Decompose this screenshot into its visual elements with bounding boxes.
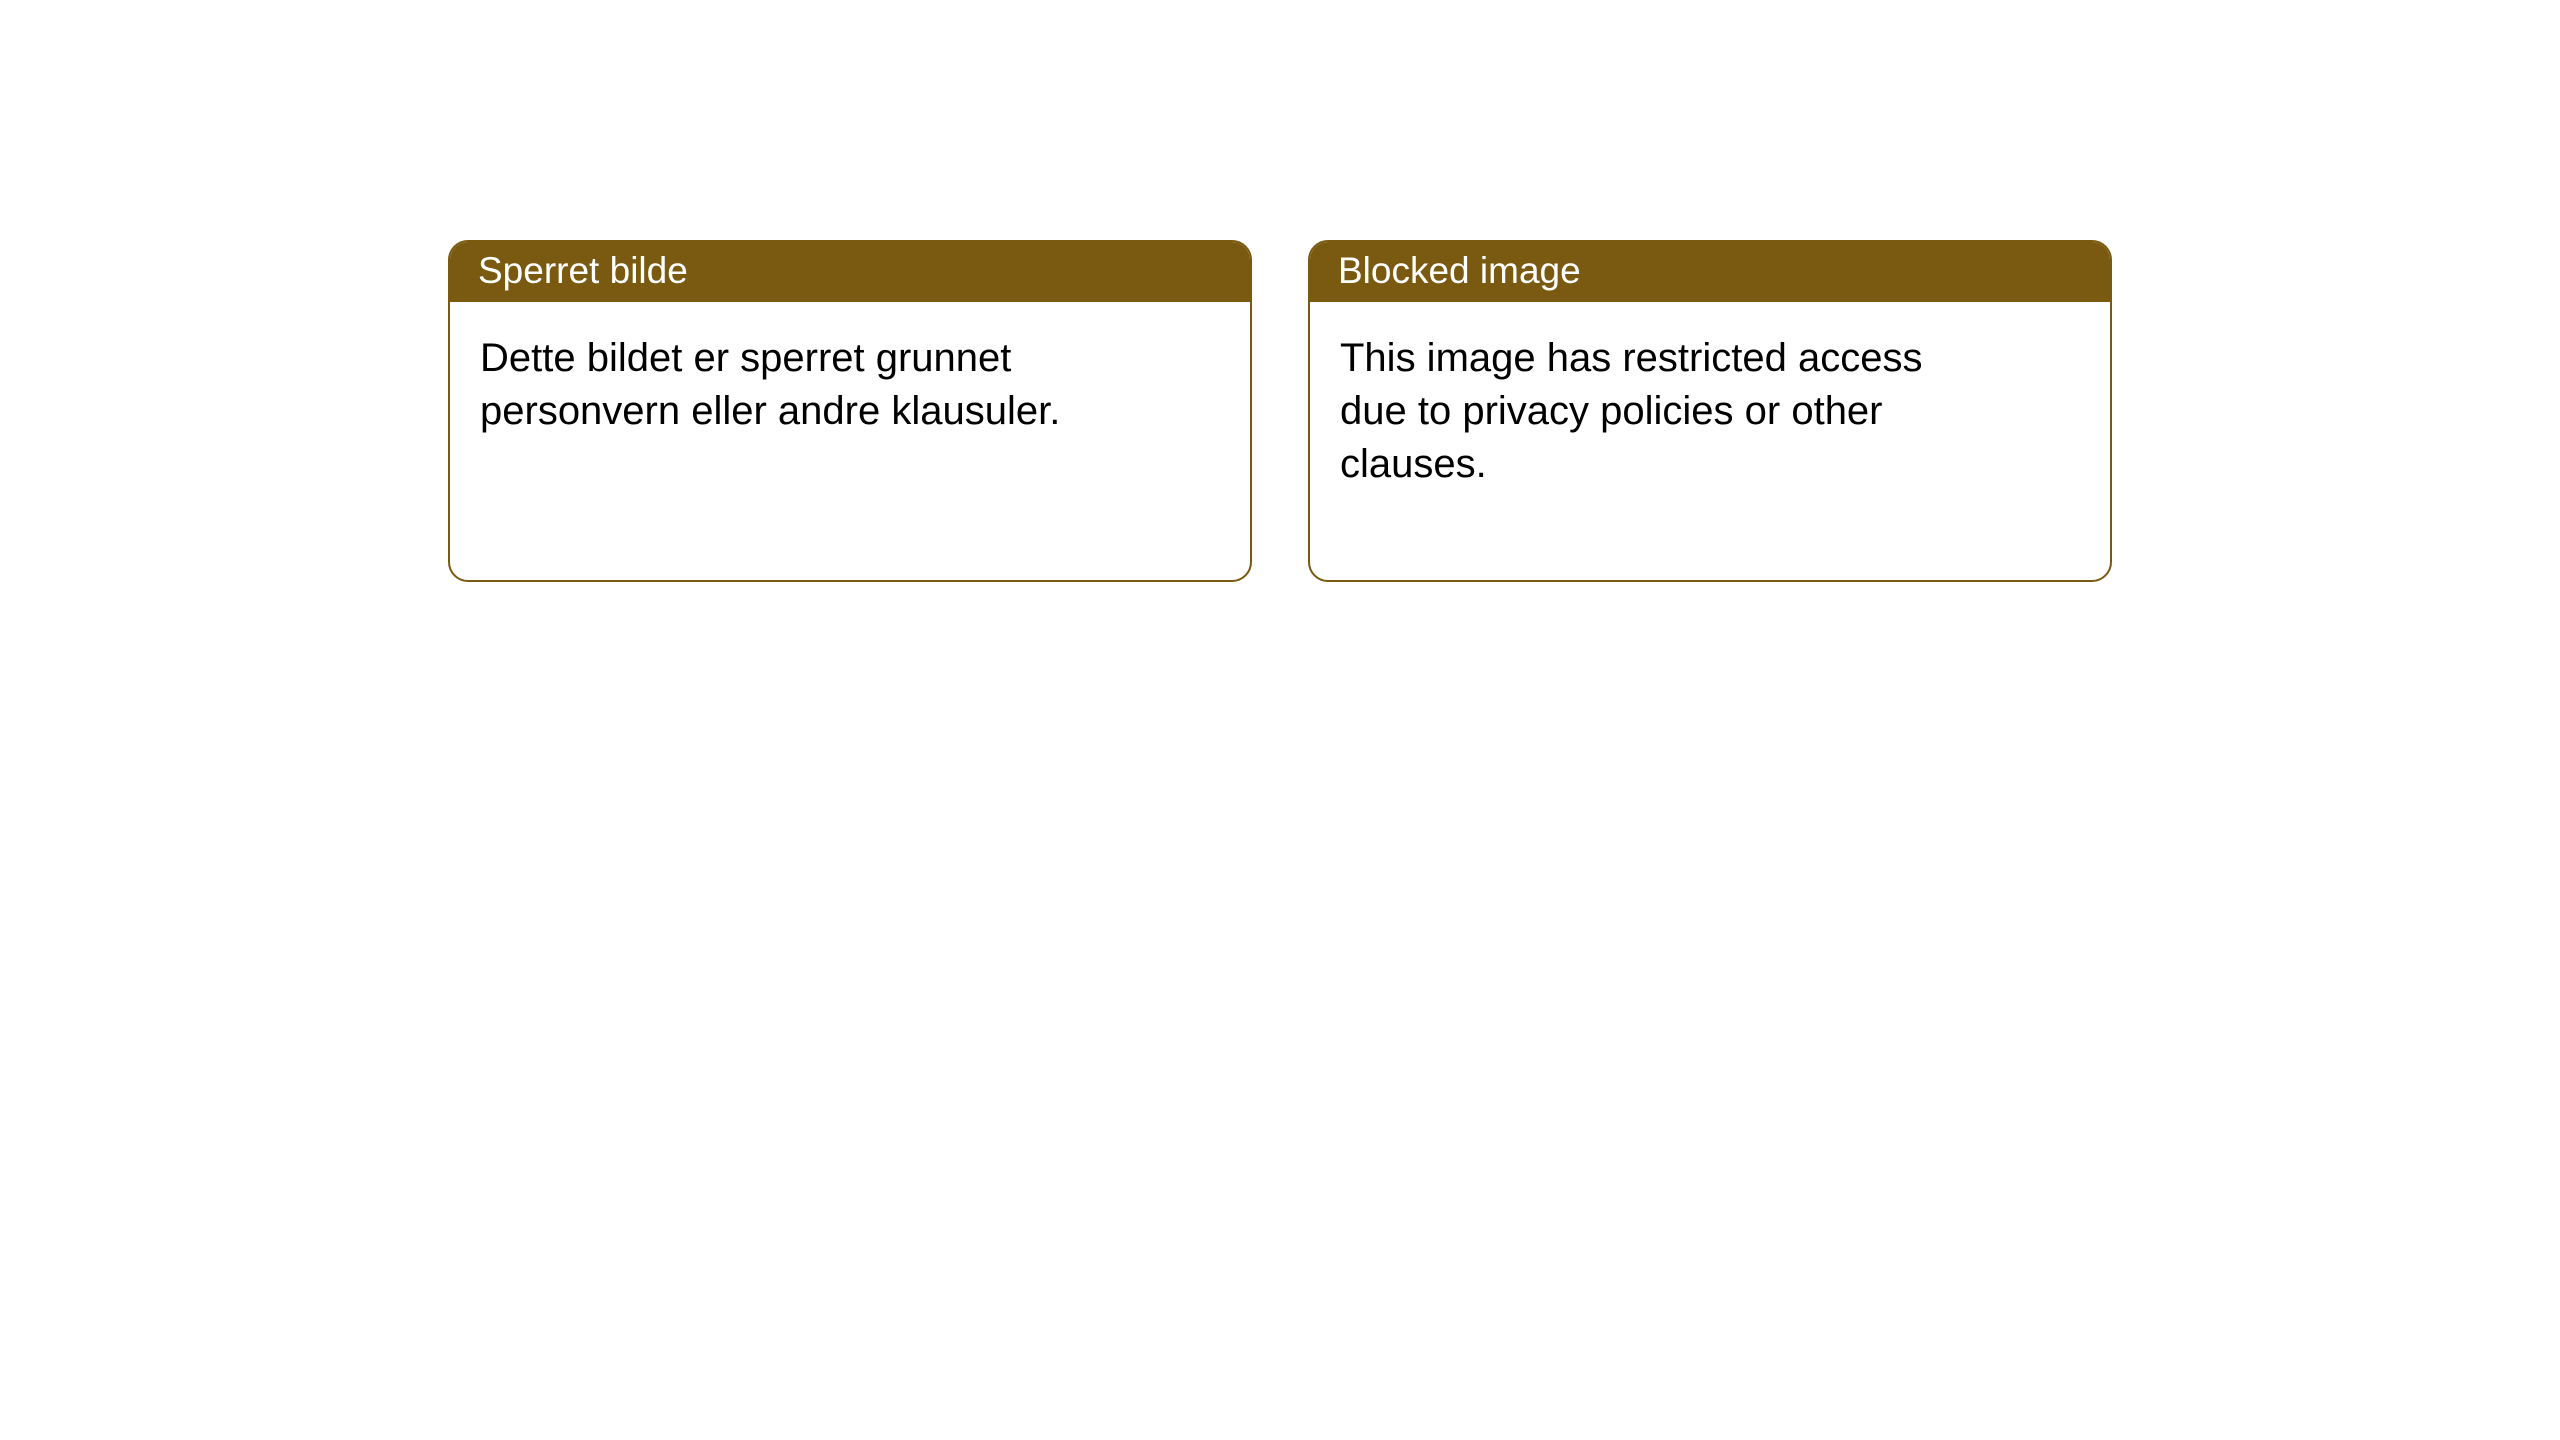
notice-card-english: Blocked image This image has restricted … [1308,240,2112,582]
notice-card-norwegian: Sperret bilde Dette bildet er sperret gr… [448,240,1252,582]
notice-header: Sperret bilde [450,242,1250,302]
notice-header: Blocked image [1310,242,2110,302]
notice-body: Dette bildet er sperret grunnet personve… [450,302,1170,528]
notice-body: This image has restricted access due to … [1310,302,2030,580]
notice-container: Sperret bilde Dette bildet er sperret gr… [0,0,2560,582]
